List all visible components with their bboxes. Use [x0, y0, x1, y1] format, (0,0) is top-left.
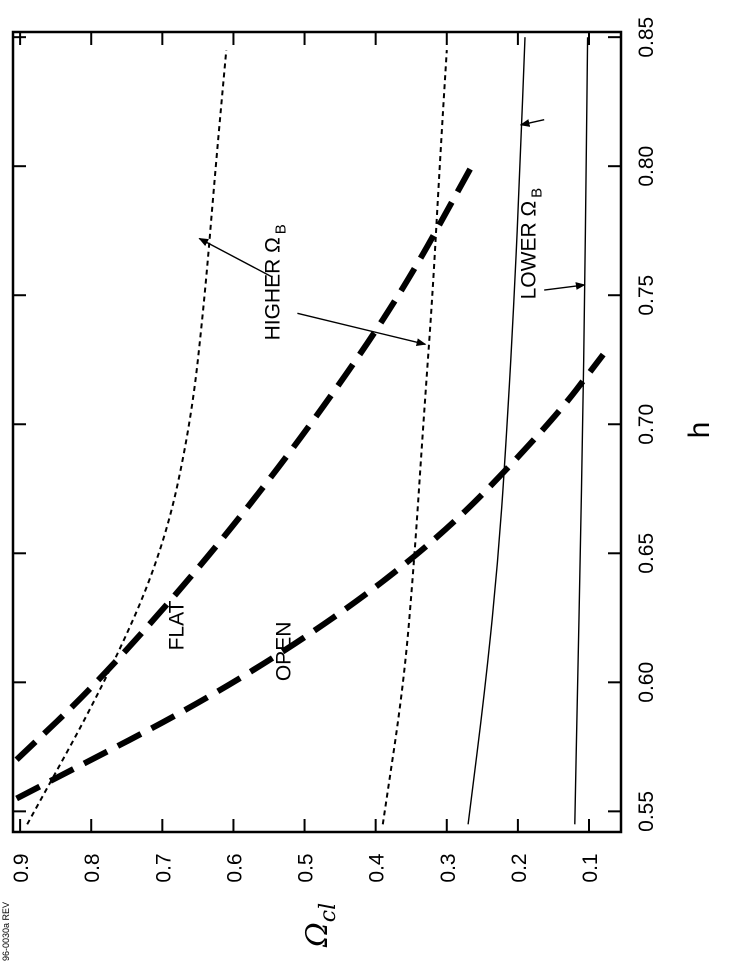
x-tick-label: 0.60	[635, 662, 658, 703]
footer-code: 96-0030a REV	[1, 901, 11, 961]
series-layer	[14, 37, 606, 825]
series-line-2	[15, 352, 606, 802]
annotation-arrows	[198, 119, 586, 347]
y-tick-label: 0.3	[437, 853, 460, 882]
y-tick-label: 0.6	[223, 853, 246, 882]
annotation-label-4: LOWER ΩB	[518, 188, 546, 300]
y-tick-label: 0.1	[579, 853, 602, 882]
y-tick-label: 0.9	[10, 853, 33, 882]
annotation-subscript: B	[273, 224, 290, 234]
x-tick-label: 0.80	[635, 146, 658, 187]
x-axis-label: h	[683, 422, 716, 439]
annotation-arrow-4	[519, 119, 545, 127]
series-line-6	[574, 37, 589, 825]
series-line-4	[381, 50, 448, 825]
annotation-arrow-1	[198, 237, 273, 278]
series-line-3	[26, 50, 228, 825]
annotation-label-1: FLAT	[166, 600, 189, 650]
series-line-1	[14, 164, 475, 762]
y-tick-label: 0.2	[508, 853, 531, 882]
y-tick-label: 0.7	[152, 853, 175, 882]
x-tick-label: 0.85	[635, 17, 658, 58]
y-axis-label: Ωcl	[300, 903, 341, 948]
annotations: FLAT OPEN HIGHER ΩB LOWER ΩB	[166, 188, 546, 681]
x-tick-label: 0.70	[635, 404, 658, 445]
x-tick-label: 0.65	[635, 533, 658, 574]
annotation-arrow-2	[297, 312, 427, 347]
annotation-label-3: HIGHER ΩB	[262, 224, 290, 340]
annotation-subscript: B	[529, 188, 546, 198]
annotation-arrow-3	[544, 282, 586, 291]
y-axis-label-subscript: cl	[316, 903, 341, 922]
x-tick-label: 0.75	[635, 275, 658, 316]
ticks	[13, 32, 621, 832]
annotation-label-2: OPEN	[272, 622, 295, 682]
x-tick-label: 0.55	[635, 791, 658, 832]
y-tick-label: 0.4	[366, 853, 389, 883]
y-tick-label: 0.8	[81, 853, 104, 882]
tick-labels: 0.55 0.60 0.65 0.70 0.75 0.80 0.85 0.1 0.2 0.3 0.4…	[10, 17, 658, 883]
y-tick-label: 0.5	[295, 853, 318, 882]
plot-frame	[11, 30, 623, 834]
series-line-5	[467, 37, 526, 825]
